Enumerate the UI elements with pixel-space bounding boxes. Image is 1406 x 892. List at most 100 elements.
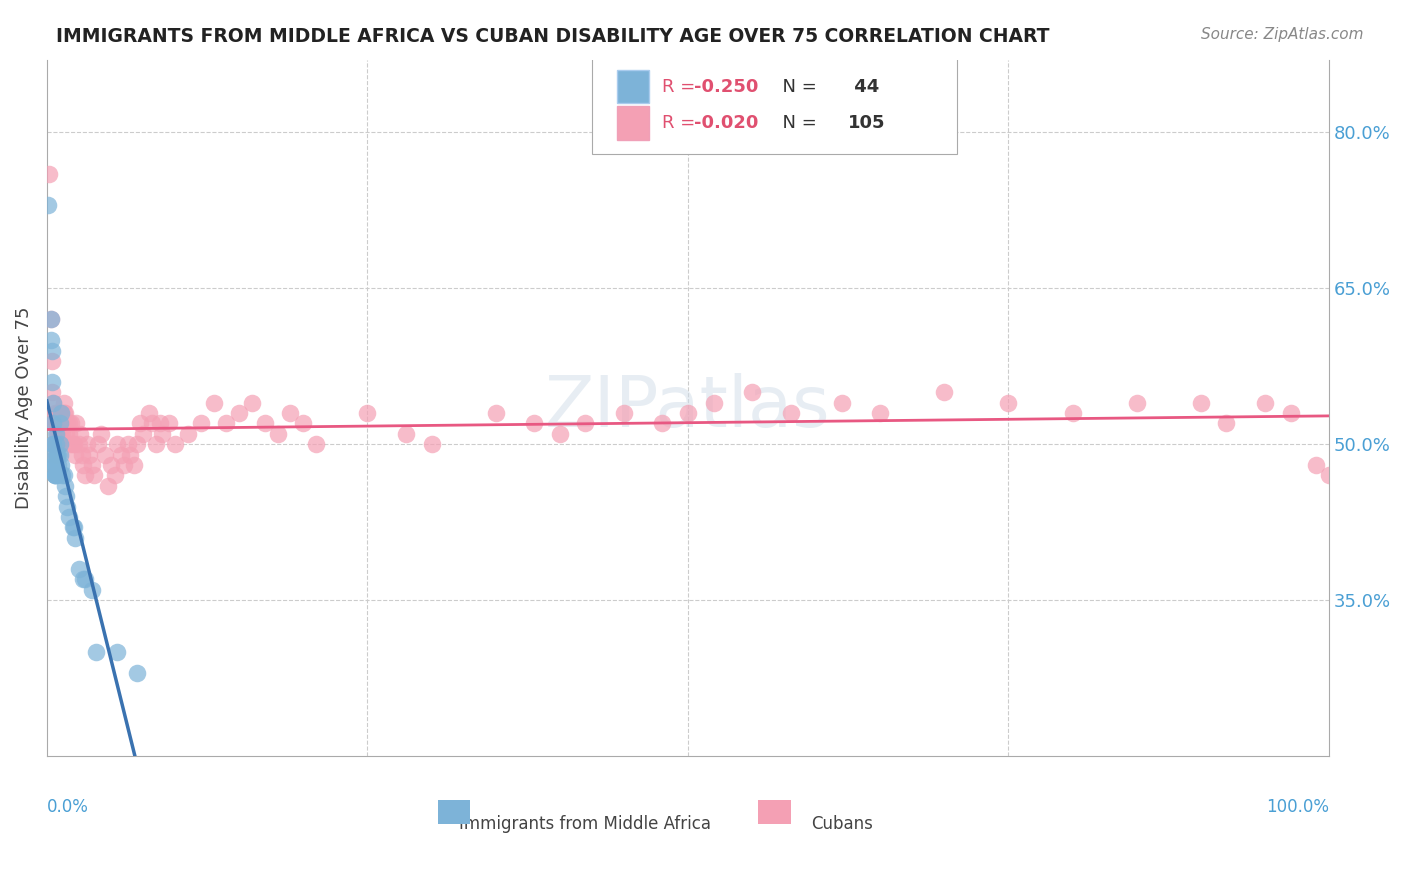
Point <box>292 417 315 431</box>
Point <box>56 417 79 431</box>
Point <box>44 458 66 472</box>
Point <box>45 448 67 462</box>
Point <box>48 437 70 451</box>
Point <box>39 312 62 326</box>
Point <box>93 448 115 462</box>
Point <box>228 406 250 420</box>
Point <box>45 437 67 451</box>
Point <box>215 417 238 431</box>
Point <box>280 406 302 420</box>
Point <box>651 417 673 431</box>
Point <box>48 417 70 431</box>
Point <box>42 417 65 431</box>
Point <box>44 468 66 483</box>
Point <box>129 417 152 431</box>
Point <box>70 448 93 462</box>
Text: 105: 105 <box>848 114 886 132</box>
Point <box>141 417 163 431</box>
Point <box>46 448 69 462</box>
Point <box>77 448 100 462</box>
Point <box>48 417 70 431</box>
Text: Cubans: Cubans <box>811 815 873 833</box>
Text: -0.250: -0.250 <box>695 78 759 95</box>
Point <box>58 510 80 524</box>
Point <box>104 468 127 483</box>
Point <box>117 437 139 451</box>
Point <box>157 417 180 431</box>
Point <box>80 582 103 597</box>
Point <box>523 417 546 431</box>
Point <box>1279 406 1302 420</box>
Point <box>44 468 66 483</box>
Point <box>58 417 80 431</box>
Point <box>100 458 122 472</box>
Point <box>42 448 65 462</box>
Point <box>52 406 75 420</box>
Point <box>62 520 84 534</box>
Point <box>56 500 79 514</box>
Point <box>112 458 135 472</box>
Point <box>42 458 65 472</box>
Point <box>51 417 73 431</box>
Text: 44: 44 <box>848 78 880 95</box>
Point <box>305 437 328 451</box>
Point <box>59 437 82 451</box>
Point <box>997 395 1019 409</box>
Point <box>38 167 60 181</box>
Point <box>1062 406 1084 420</box>
Point <box>83 468 105 483</box>
Point <box>177 426 200 441</box>
Point <box>125 437 148 451</box>
Point <box>46 468 69 483</box>
Text: R =: R = <box>662 78 702 95</box>
Point <box>240 395 263 409</box>
Point <box>63 531 86 545</box>
Point <box>41 375 63 389</box>
Point <box>110 448 132 462</box>
Text: ZIPatlas: ZIPatlas <box>546 374 831 442</box>
Point <box>132 426 155 441</box>
Point <box>122 458 145 472</box>
Point <box>48 448 70 462</box>
Point <box>138 406 160 420</box>
Point <box>48 458 70 472</box>
Point <box>149 417 172 431</box>
Point <box>1125 395 1147 409</box>
Point <box>46 437 69 451</box>
Point <box>125 665 148 680</box>
Point <box>44 406 66 420</box>
Point <box>150 426 173 441</box>
Point <box>44 468 66 483</box>
Text: 100.0%: 100.0% <box>1265 797 1329 816</box>
Point <box>779 406 801 420</box>
Point <box>45 448 67 462</box>
Point <box>165 437 187 451</box>
Point <box>49 406 72 420</box>
Point <box>80 458 103 472</box>
Point <box>39 333 62 347</box>
Point <box>45 426 67 441</box>
Point <box>42 395 65 409</box>
Point <box>49 458 72 472</box>
Bar <box>617 70 650 103</box>
Point <box>37 198 59 212</box>
Point <box>62 520 84 534</box>
Point <box>356 406 378 420</box>
Point <box>55 489 77 503</box>
Point <box>84 645 107 659</box>
Text: N =: N = <box>772 114 823 132</box>
Bar <box>617 106 650 140</box>
Point <box>548 426 571 441</box>
Point <box>934 385 956 400</box>
Text: IMMIGRANTS FROM MIDDLE AFRICA VS CUBAN DISABILITY AGE OVER 75 CORRELATION CHART: IMMIGRANTS FROM MIDDLE AFRICA VS CUBAN D… <box>56 27 1050 45</box>
Point <box>1254 395 1277 409</box>
Point <box>55 417 77 431</box>
Point <box>202 395 225 409</box>
Point <box>39 312 62 326</box>
Bar <box>758 800 790 824</box>
Point <box>266 426 288 441</box>
Point <box>45 437 67 451</box>
Point <box>53 406 76 420</box>
Point <box>44 437 66 451</box>
Point <box>49 406 72 420</box>
